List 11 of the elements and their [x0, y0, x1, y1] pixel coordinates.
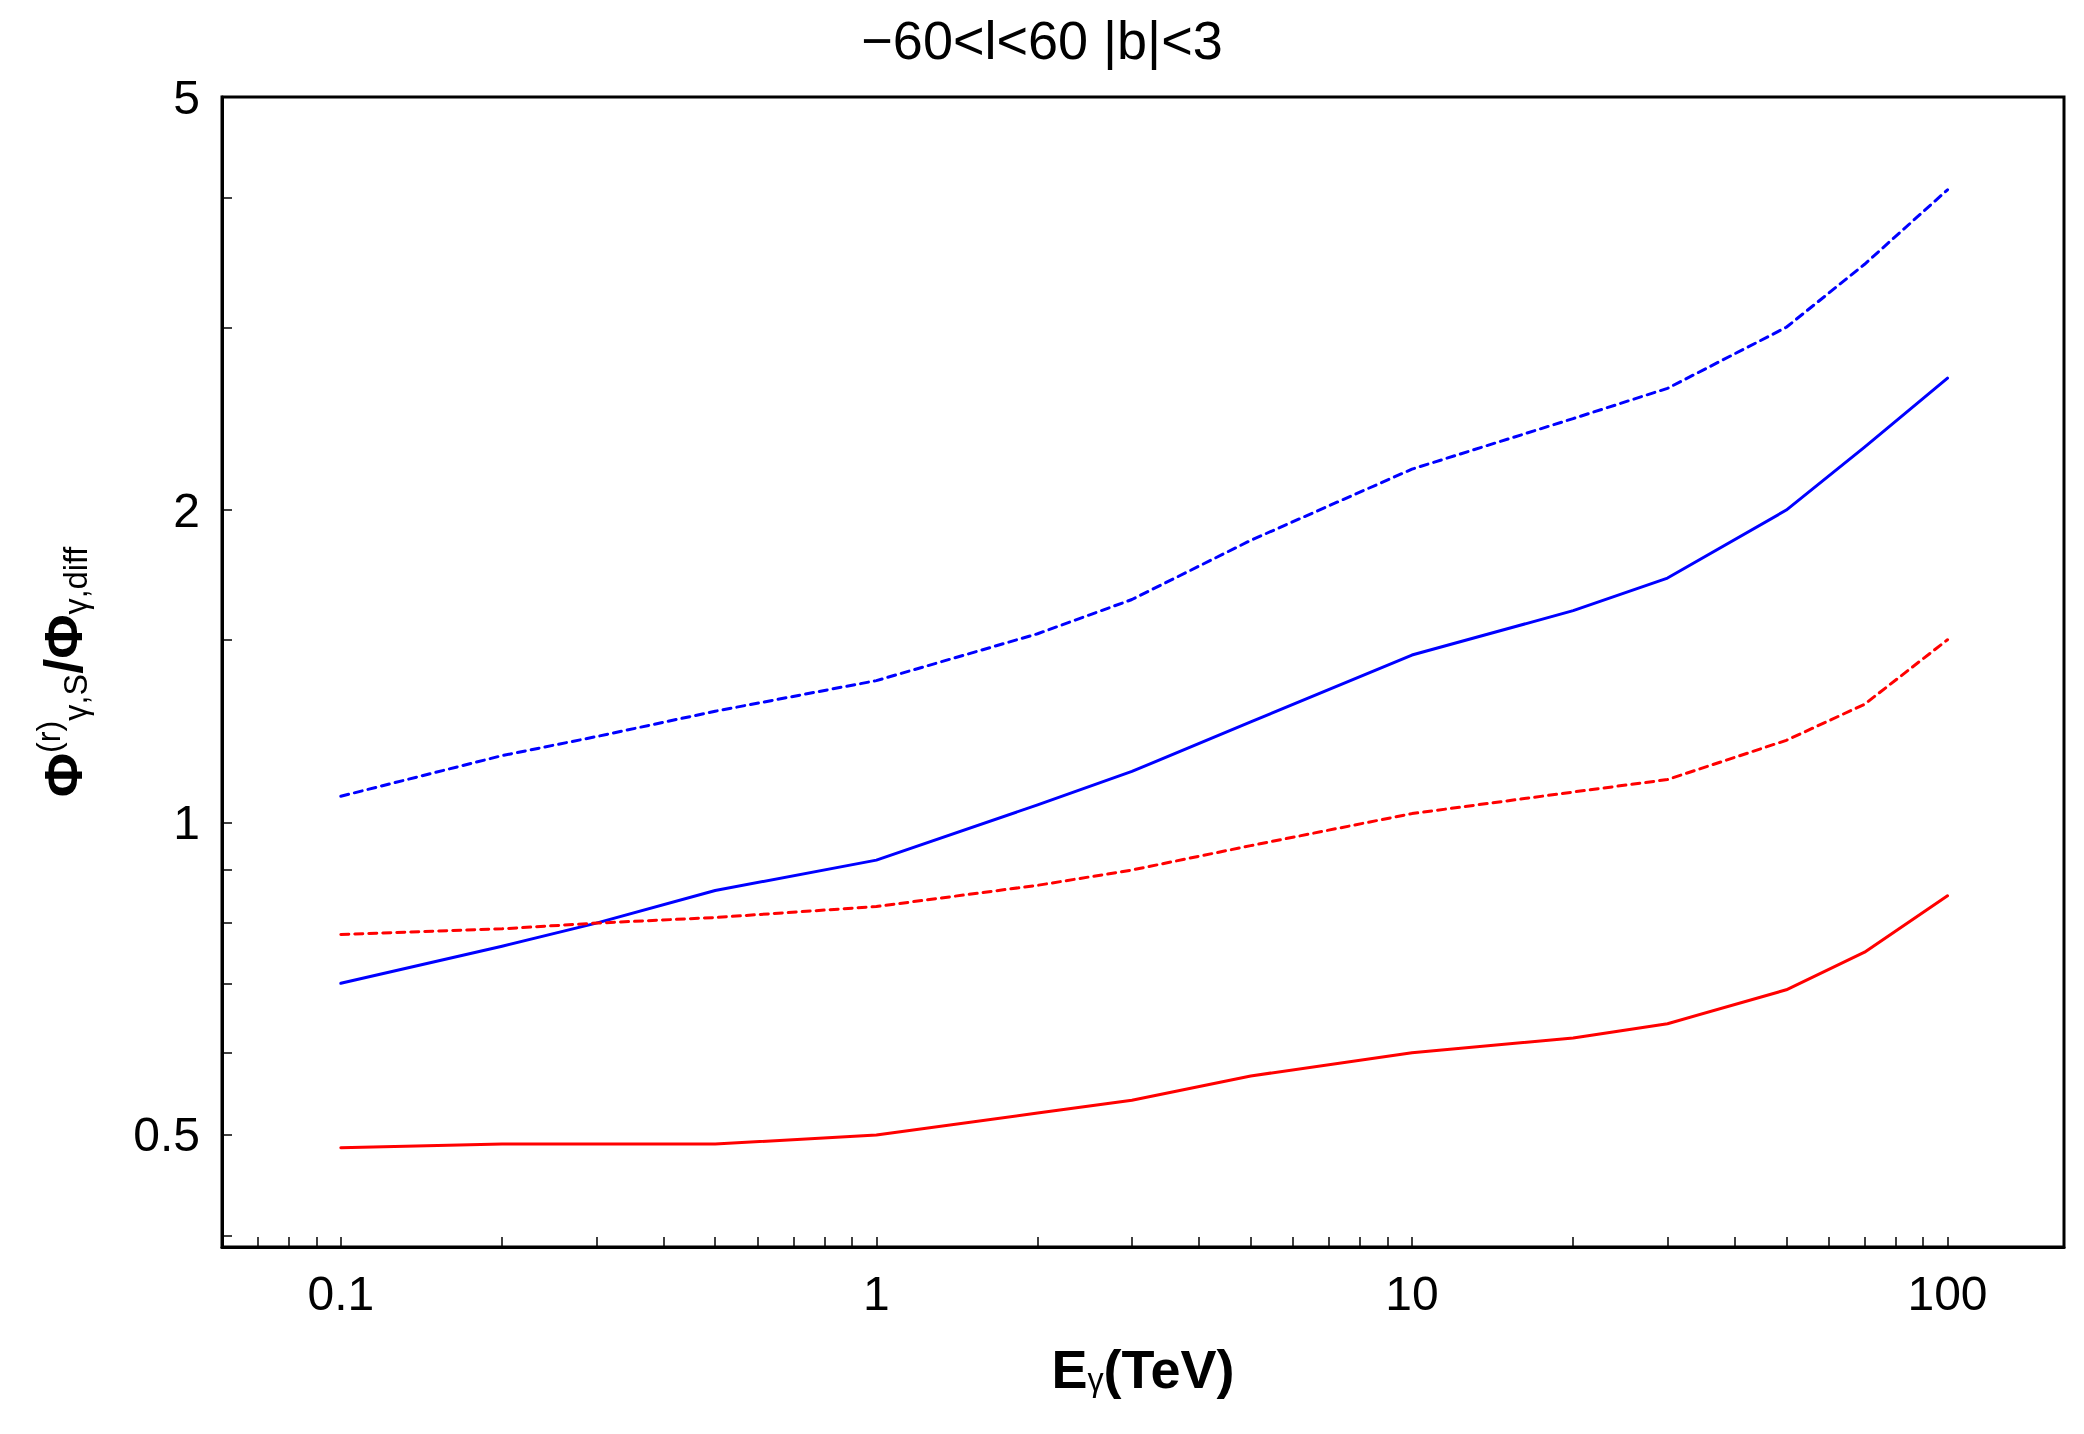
y-tick-label: 1	[173, 796, 200, 850]
y-tick-label: 2	[173, 483, 200, 537]
y-tick-label: 5	[173, 70, 200, 124]
chart-title: −60<l<60 |b|<3	[861, 10, 1223, 70]
x-tick-label: 10	[1385, 1266, 1439, 1320]
x-tick-label: 0.1	[307, 1266, 375, 1320]
y-tick-label: 0.5	[133, 1108, 200, 1162]
y-axis-title: Φ(r)γ,S/Φγ,diff	[31, 545, 94, 798]
x-tick-label: 1	[863, 1266, 890, 1320]
x-axis-title: Eγ(TeV)	[1051, 1339, 1235, 1399]
x-tick-label: 100	[1907, 1266, 1988, 1320]
